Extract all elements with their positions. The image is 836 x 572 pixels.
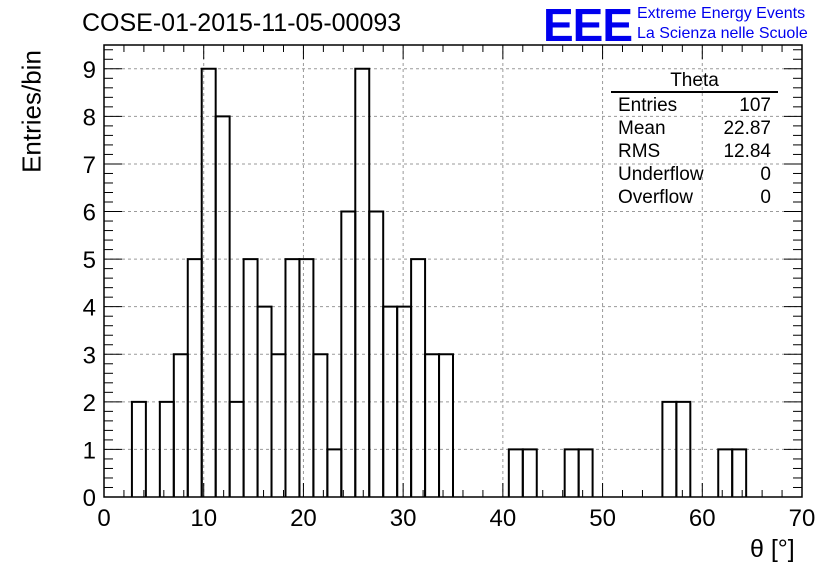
stats-row: Mean 22.87	[611, 117, 778, 140]
histogram-bin	[675, 400, 692, 497]
histogram-bin	[200, 67, 217, 497]
histogram-bin	[577, 448, 594, 497]
histogram-bin	[130, 400, 147, 497]
x-axis-label: θ [°]	[750, 535, 795, 563]
stats-label: Underflow	[618, 164, 704, 185]
y-tick-label: 5	[83, 247, 96, 274]
x-tick-label: 0	[97, 505, 110, 532]
histogram-bin	[284, 258, 301, 497]
histogram-bin	[731, 448, 748, 497]
stats-box: Theta Entries 107 Mean 22.87 RMS 12.84 U…	[611, 70, 778, 209]
eee-logo: EEE	[543, 0, 633, 51]
histogram-bin	[326, 448, 343, 497]
x-tick-label: 20	[290, 505, 317, 532]
stats-title: Theta	[611, 70, 778, 93]
histogram-bin	[298, 258, 315, 497]
x-tick-label: 40	[490, 505, 517, 532]
histogram-bin	[340, 210, 357, 497]
y-axis-label: Entries/bin	[16, 50, 47, 173]
histogram-bin	[242, 258, 259, 497]
x-tick-label: 70	[789, 505, 816, 532]
histogram-bin	[354, 67, 371, 497]
y-tick-label: 3	[83, 342, 96, 369]
histogram-bin	[507, 448, 524, 497]
histogram-bin	[186, 258, 203, 497]
logo-text-line1: Extreme Energy Events	[637, 5, 806, 22]
stats-row: Entries 107	[611, 94, 778, 117]
stats-value: 12.84	[723, 141, 771, 162]
stats-value: 0	[760, 187, 771, 208]
histogram-bin	[214, 115, 231, 497]
stats-label: Overflow	[618, 187, 693, 208]
histogram-bin	[563, 448, 580, 497]
plot-frame	[103, 44, 803, 498]
histogram-bin	[382, 305, 399, 497]
histogram-bin	[270, 353, 287, 497]
histogram-bin	[717, 448, 734, 497]
logo-text-line2: La Scienza nelle Scuole	[637, 25, 808, 42]
histogram-bin	[410, 258, 427, 497]
x-tick-label: 50	[589, 505, 616, 532]
y-tick-label: 9	[83, 57, 96, 84]
histogram-bin	[521, 448, 538, 497]
stats-value: 107	[739, 95, 771, 116]
stats-label: Mean	[618, 118, 666, 139]
stats-value: 0	[760, 164, 771, 185]
y-tick-label: 7	[83, 152, 96, 179]
y-tick-label: 6	[83, 200, 96, 227]
histogram-bin	[312, 353, 329, 497]
histogram-bin	[424, 353, 441, 497]
y-tick-label: 4	[83, 295, 96, 322]
y-tick-label: 8	[83, 104, 96, 131]
stats-label: RMS	[618, 141, 661, 162]
x-tick-label: 30	[390, 505, 417, 532]
y-tick-label: 2	[83, 390, 96, 417]
chart-title: COSE-01-2015-11-05-00093	[82, 9, 402, 37]
stats-row: Underflow 0	[611, 163, 778, 186]
stats-row: RMS 12.84	[611, 140, 778, 163]
y-tick-label: 0	[83, 485, 96, 512]
histogram-bin	[256, 305, 273, 497]
x-tick-label: 10	[190, 505, 217, 532]
y-tick-label: 1	[83, 437, 96, 464]
stats-row: Overflow 0	[611, 186, 778, 209]
x-tick-label: 60	[689, 505, 716, 532]
histogram-bin	[172, 353, 189, 497]
histogram-bin	[438, 353, 454, 497]
stats-value: 22.87	[723, 118, 771, 139]
stats-label: Entries	[618, 95, 678, 116]
